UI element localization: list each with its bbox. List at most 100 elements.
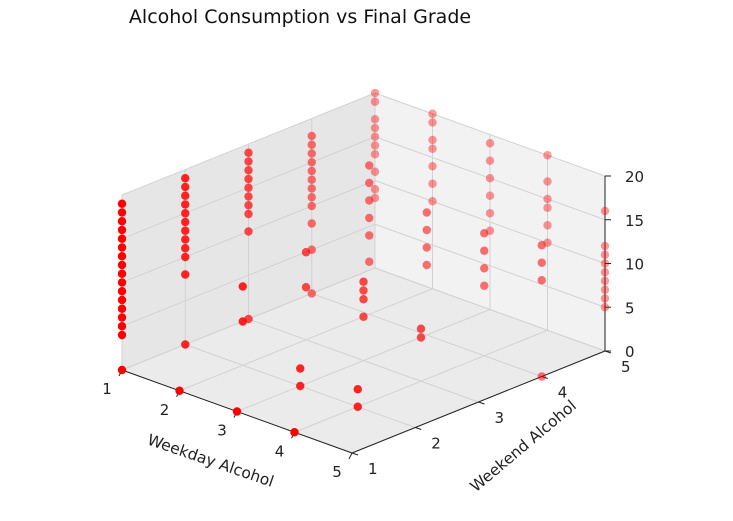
scatter-point (244, 183, 253, 192)
scatter-point (117, 217, 127, 226)
x-tick-label: 1 (102, 380, 112, 398)
gridline-z-back (374, 223, 606, 308)
scatter-point (307, 201, 316, 211)
y-tick-label: 5 (621, 358, 631, 376)
scatter-point (244, 227, 253, 236)
scatter-point (359, 312, 368, 321)
scatter-point (600, 268, 610, 277)
x-tick-label: 3 (217, 422, 227, 440)
scatter-point (370, 185, 380, 194)
scatter-point (117, 278, 127, 287)
scatter-point (181, 191, 190, 200)
scatter-point (181, 252, 190, 262)
scatter-point (480, 281, 489, 290)
scatter-point (428, 179, 437, 188)
scatter-point (422, 260, 431, 270)
scatter-point (600, 303, 610, 312)
scatter-point (181, 226, 190, 235)
scatter-point (365, 178, 374, 188)
scatter-point (117, 260, 127, 270)
scatter-point (359, 295, 368, 304)
gridline-z-side (121, 92, 376, 196)
scatter-point (244, 192, 253, 201)
scatter-point (117, 269, 127, 278)
scatter-point (307, 219, 316, 228)
scatter-point (117, 322, 127, 331)
scatter-point (485, 156, 495, 165)
y-tick-label: 2 (431, 435, 441, 453)
scatter-point (537, 372, 546, 381)
chart-title: Alcohol Consumption vs Final Grade (129, 6, 471, 28)
scatter-point (600, 206, 610, 216)
scatter-point (301, 248, 311, 257)
scatter-point (370, 141, 380, 150)
y-tick-label: 1 (368, 460, 378, 478)
scatter-point (370, 88, 380, 98)
scatter-point (117, 225, 127, 235)
y-tick-label: 4 (558, 384, 568, 402)
scatter-point (232, 407, 242, 416)
scatter-point (181, 270, 190, 279)
scatter-point (238, 282, 247, 291)
scatter-point (181, 244, 190, 253)
scatter-point (181, 340, 190, 349)
scatter-point (296, 364, 305, 373)
z-tick-label: 20 (625, 168, 644, 186)
scatter-point (365, 231, 374, 240)
y-tick (351, 452, 359, 456)
scatter-point (480, 229, 489, 238)
scatter-point (600, 259, 610, 268)
scatter-point (181, 217, 190, 227)
scatter-point (370, 132, 380, 141)
scatter-point (117, 330, 127, 340)
scatter-point (117, 199, 127, 208)
scatter-point (244, 174, 253, 184)
scatter-point (181, 174, 190, 183)
scatter-point (485, 191, 495, 200)
scatter-point (370, 167, 380, 176)
scatter-point (416, 333, 426, 342)
scatter-point (485, 139, 495, 148)
scatter-point (543, 194, 552, 204)
scatter-point (117, 234, 127, 243)
y-tick (415, 427, 422, 430)
scatter-point (244, 209, 253, 219)
scatter-point (537, 241, 546, 250)
scatter-point (117, 252, 127, 261)
scatter-point (353, 385, 362, 394)
scatter-point (428, 135, 437, 145)
y-axis-label: Weekend Alcohol (467, 397, 580, 496)
z-tick-label: 5 (625, 299, 635, 317)
scatter-point (537, 258, 546, 267)
scatter-point (117, 313, 127, 322)
scatter-point (290, 428, 299, 437)
scatter-point (307, 149, 316, 158)
z-tick-label: 10 (625, 256, 644, 274)
scatter-point (365, 196, 374, 205)
scatter-point (600, 276, 610, 286)
scatter-point (307, 193, 316, 202)
scatter-point (543, 151, 552, 160)
scatter-point (117, 365, 127, 375)
scatter-point (181, 209, 190, 218)
scatter-point (543, 203, 552, 212)
scatter-point (244, 201, 253, 210)
scatter-point (307, 140, 316, 149)
scatter-point (370, 150, 380, 159)
scatter-point (353, 402, 362, 411)
z-tick-label: 15 (625, 212, 644, 230)
scatter-point (244, 157, 253, 166)
scatter-point (428, 144, 437, 153)
scatter-point (600, 241, 610, 251)
scatter-point (181, 235, 190, 244)
scatter-point (117, 304, 127, 313)
gridline-z-side (121, 223, 376, 327)
scatter-point (428, 118, 437, 127)
scatter-point (365, 257, 374, 266)
scatter-point (537, 276, 546, 285)
scatter-point (117, 208, 127, 217)
scatter-points (117, 88, 610, 437)
gridline-z-back (374, 92, 606, 177)
